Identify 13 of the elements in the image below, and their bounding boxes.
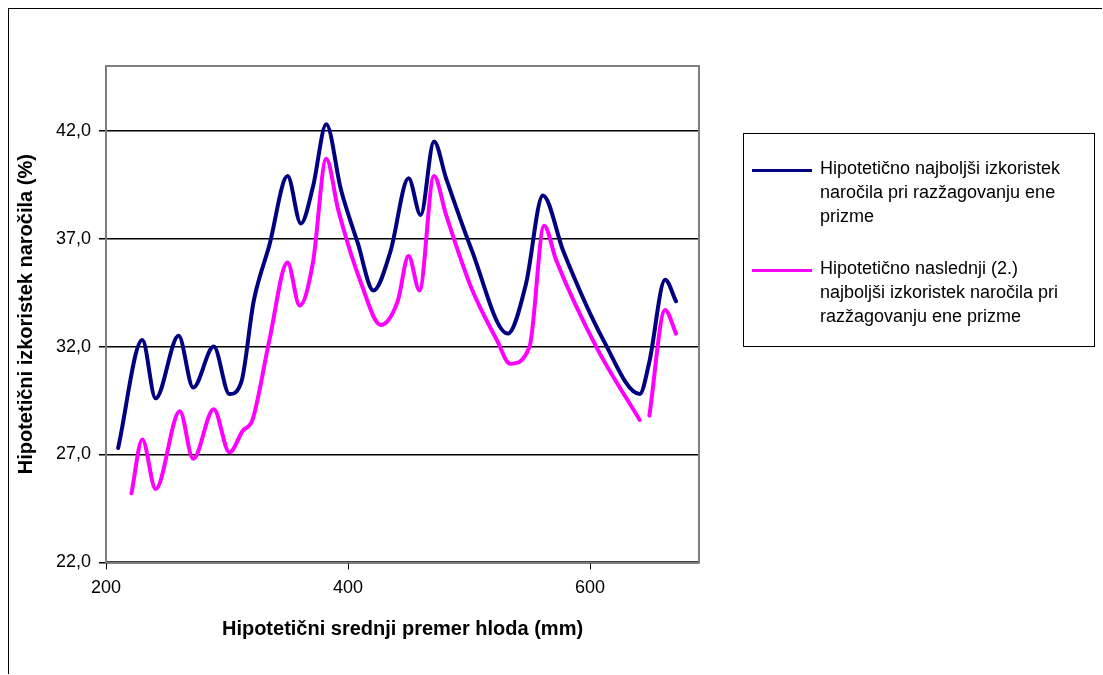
- y-tick-label: 27,0: [55, 443, 92, 464]
- y-tick-label: 37,0: [55, 227, 92, 248]
- y-tick-label: 42,0: [55, 119, 92, 140]
- legend-label: Hipotetično najboljši izkoristek naročila pri razžagovanju ene prizme: [820, 157, 1062, 228]
- legend-label: Hipotetično naslednji (2.) najboljši izkoristek naročila pri razžagovanju ene prizme: [820, 257, 1060, 328]
- x-tick-label: 200: [91, 577, 122, 598]
- y-tick-label: 22,0: [55, 551, 92, 572]
- x-tick-label: 600: [575, 577, 606, 598]
- y-tick-label: 32,0: [55, 335, 92, 356]
- line-series: [116, 122, 679, 451]
- y-axis-title: Hipotetični izkoristek naročila (%): [13, 154, 36, 475]
- x-axis-title: Hipotetični srednji premer hloda (mm): [221, 616, 584, 639]
- x-tick-label: 400: [333, 577, 364, 598]
